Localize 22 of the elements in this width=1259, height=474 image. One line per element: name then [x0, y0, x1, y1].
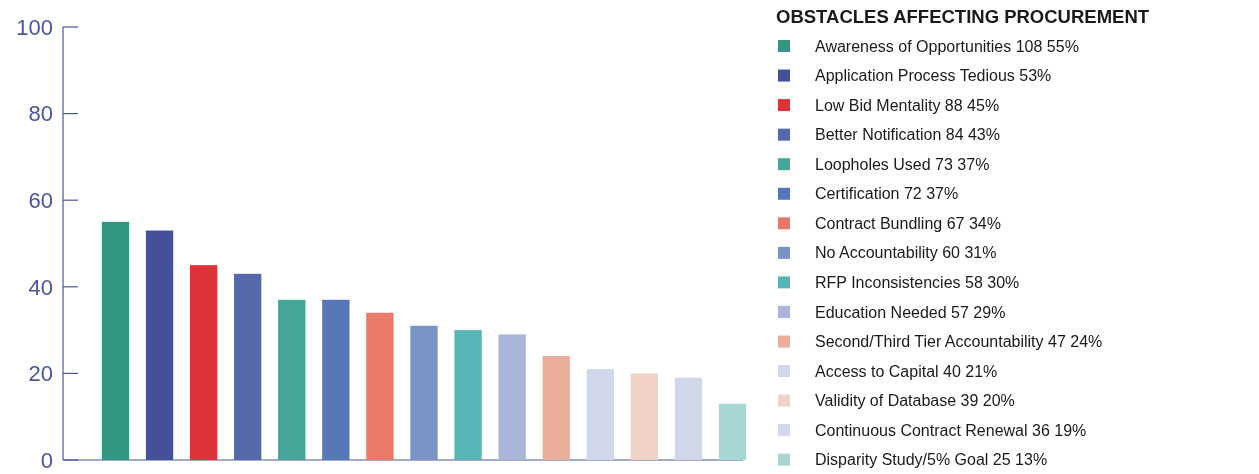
legend-label: Contract Bundling 67 34% [815, 214, 1001, 232]
legend-label: Education Needed 57 29% [815, 303, 1006, 321]
legend-label: Validity of Database 39 20% [815, 392, 1015, 410]
legend-label: Loopholes Used 73 37% [815, 155, 990, 173]
legend-label: Certification 72 37% [815, 185, 959, 203]
y-tick-label: 80 [28, 101, 53, 127]
legend-label: Better Notification 84 43% [815, 126, 1000, 144]
legend-label: Awareness of Opportunities 108 55% [815, 37, 1079, 55]
legend-label: Second/Third Tier Accountability 47 24% [815, 333, 1103, 351]
legend-label: Continuous Contract Renewal 36 19% [815, 421, 1087, 439]
legend-label: Low Bid Mentality 88 45% [815, 96, 1000, 114]
y-tick-label: 0 [40, 447, 53, 473]
legend-label: Application Process Tedious 53% [815, 67, 1052, 85]
legend-label: Disparity Study/5% Goal 25 13% [815, 451, 1048, 469]
y-tick-label: 60 [28, 187, 53, 213]
y-tick-label: 20 [28, 361, 53, 387]
y-tick-label: 40 [28, 274, 53, 300]
y-tick-label: 100 [16, 14, 53, 40]
legend-label: RFP Inconsistencies 58 30% [815, 274, 1020, 291]
legend-label: No Accountability 60 31% [815, 244, 997, 262]
legend-title: OBSTACLES AFFECTING PROCUREMENT [776, 6, 1150, 28]
legend-label: Access to Capital 40 21% [815, 362, 998, 380]
